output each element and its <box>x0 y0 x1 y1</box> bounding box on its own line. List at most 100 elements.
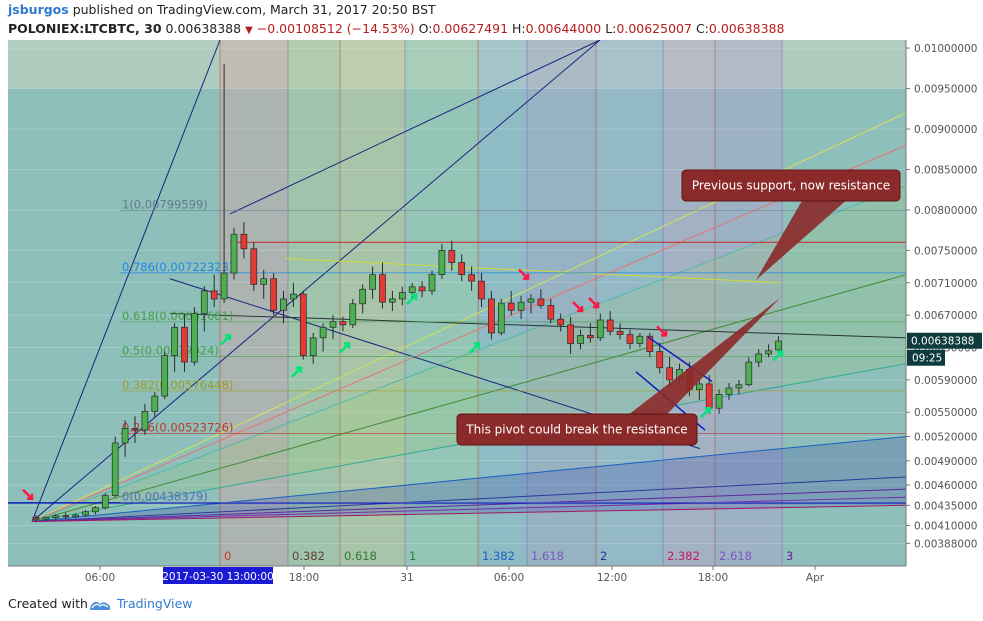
candle <box>151 392 159 418</box>
price-tick-label: 0.00520000 <box>914 432 977 444</box>
fan-line <box>31 488 907 522</box>
candle <box>695 378 703 401</box>
candle <box>507 290 515 316</box>
time-highlight-tag <box>163 567 273 584</box>
candle <box>349 298 357 329</box>
time-zone-label: 1.382 <box>482 549 515 563</box>
sell-arrow-icon <box>518 268 530 280</box>
tradingview-brand[interactable]: TradingView <box>117 596 193 611</box>
buy-arrow-icon <box>772 350 784 362</box>
candle-body <box>200 290 208 314</box>
sell-arrow-icon <box>572 301 584 313</box>
plot-background <box>8 40 906 566</box>
time-tick-label: 18:00 <box>289 572 319 584</box>
time-zone-band <box>405 40 478 566</box>
candle <box>547 298 555 324</box>
created-with-text: Created with <box>8 596 88 611</box>
candle <box>735 379 743 395</box>
candle <box>557 313 565 332</box>
buy-arrow-icon <box>220 334 232 346</box>
close-label: C: <box>695 21 709 36</box>
candle-body <box>329 321 337 328</box>
publish-line: jsburgos published on TradingView.com, M… <box>8 2 436 17</box>
candle <box>210 274 218 308</box>
time-zone-band <box>663 40 715 566</box>
time-zone-label: 0 <box>224 549 231 563</box>
chart-header: jsburgos published on TradingView.com, M… <box>0 0 983 40</box>
candle <box>111 436 119 498</box>
candle-body <box>497 302 505 334</box>
time-zone-label: 0.382 <box>292 549 325 563</box>
chart-footer: Created with TradingView <box>0 588 983 621</box>
candle <box>42 516 50 522</box>
candle-body <box>448 250 456 263</box>
candle <box>587 323 594 343</box>
candle <box>230 227 238 280</box>
candle-body <box>428 274 436 292</box>
last-price-label: 0.00638388 <box>911 336 974 348</box>
time-zone-label: 1.618 <box>531 549 564 563</box>
candle-body <box>62 515 70 518</box>
fan-line <box>31 504 907 522</box>
price-chart[interactable]: 1(0.00799599) 0.786(0.00722323) 0.618(0.00… <box>0 40 983 588</box>
candle-body <box>705 383 713 409</box>
candle <box>567 316 574 354</box>
time-axis-bg <box>0 566 983 588</box>
fib-level-label: 0.382(0.00576448) <box>122 378 233 392</box>
candle <box>616 323 624 340</box>
candle <box>775 336 782 352</box>
low-label: L: <box>605 21 617 36</box>
candle-body <box>646 335 654 352</box>
last-price-tag <box>907 332 982 349</box>
candle-body <box>299 293 307 356</box>
candle-body <box>369 274 376 290</box>
candle-body <box>379 274 386 303</box>
candle <box>418 281 426 298</box>
candle-body <box>111 442 119 496</box>
candle-body <box>220 272 228 300</box>
time-zone-band <box>288 40 340 566</box>
candle-body <box>72 514 79 517</box>
price-tick-label: 0.01000000 <box>914 43 977 55</box>
candle <box>488 290 495 340</box>
candle <box>290 282 297 308</box>
candle <box>725 383 733 401</box>
candle-body <box>656 351 664 369</box>
candle-body <box>695 383 703 390</box>
candle <box>309 332 317 364</box>
buy-arrow-icon <box>291 366 303 378</box>
time-zone-label: 2.382 <box>667 549 700 563</box>
candle <box>161 351 169 400</box>
buy-arrow-icon <box>406 293 418 305</box>
upper-band <box>8 40 906 89</box>
candle <box>468 266 475 291</box>
candle <box>448 240 456 271</box>
candle-body <box>517 301 525 311</box>
countdown-tag <box>907 349 945 366</box>
candle <box>497 298 505 336</box>
candle <box>270 273 277 316</box>
candle <box>765 344 772 358</box>
callout-text: This pivot could break the resistance <box>465 423 687 437</box>
fib-level-label: 0.5(0.00619024) <box>122 343 219 357</box>
candle <box>537 289 545 309</box>
candle <box>171 323 178 372</box>
price-tick-label: 0.00388000 <box>914 538 977 550</box>
author-link[interactable]: jsburgos <box>8 2 69 17</box>
callout-pointer <box>756 201 846 280</box>
callout-text: Previous support, now resistance <box>692 179 890 193</box>
candle <box>339 316 347 332</box>
sell-arrow-icon <box>22 488 34 501</box>
symbol-label[interactable]: POLONIEX:LTCBTC, 30 <box>8 21 162 36</box>
candle <box>62 512 70 520</box>
time-tick-label: Apr <box>806 572 825 584</box>
fib-level-label: 0.236(0.00523726) <box>122 421 233 435</box>
candle-body <box>260 278 268 285</box>
price-tick-label: 0.00550000 <box>914 407 977 419</box>
candle <box>32 515 40 523</box>
candle-body <box>121 428 129 444</box>
candle-body <box>181 326 188 363</box>
candle <box>72 513 79 519</box>
price-tick-label: 0.00460000 <box>914 480 977 492</box>
candle-body <box>280 298 287 311</box>
